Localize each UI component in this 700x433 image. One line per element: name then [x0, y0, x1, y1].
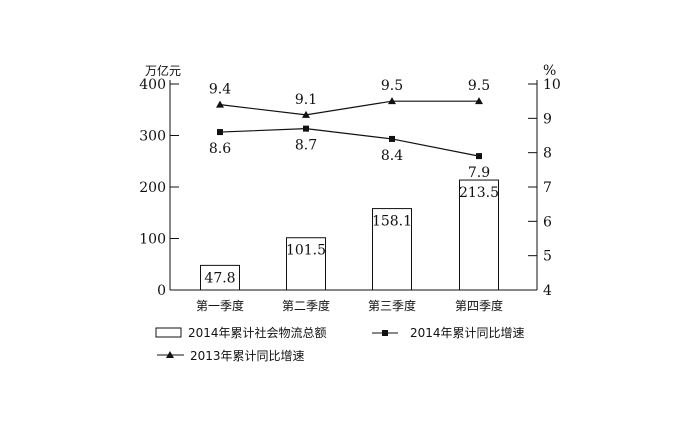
legend-triangle-label: 2013年累计同比增速: [190, 349, 305, 363]
right-tick-label: 9: [543, 111, 552, 127]
right-tick-label: 4: [543, 283, 552, 299]
triangle-marker: [302, 110, 310, 118]
square-value-label: 7.9: [468, 165, 490, 181]
legend-triangle-marker: [166, 351, 174, 358]
left-axis-unit: 万亿元: [145, 63, 181, 78]
legend-square-marker: [382, 330, 388, 336]
bar: [372, 208, 412, 291]
right-tick-label: 8: [543, 146, 552, 162]
square-value-label: 8.4: [381, 148, 403, 164]
legend: 2014年累计社会物流总额 2014年累计同比增速 2013年累计同比增速: [155, 325, 525, 363]
left-tick-label: 0: [157, 283, 166, 299]
left-tick-label: 200: [139, 180, 166, 196]
bar-value-label: 158.1: [372, 214, 412, 230]
triangle-marker: [216, 100, 224, 108]
left-tick-label: 400: [139, 77, 166, 93]
legend-square-label: 2014年累计同比增速: [410, 326, 525, 340]
square-value-label: 8.6: [209, 141, 231, 157]
right-tick-label: 5: [543, 249, 552, 265]
line-2014-growth: [219, 128, 480, 157]
bar: [200, 264, 240, 291]
bar: [286, 237, 326, 291]
category-label: 第三季度: [368, 298, 416, 313]
triangle-value-label: 9.5: [468, 78, 490, 94]
triangle-marker: [388, 97, 396, 105]
triangle-value-label: 9.1: [295, 92, 317, 108]
line-2013-growth: [219, 100, 479, 116]
left-tick-label: 100: [139, 232, 166, 248]
triangle-value-label: 9.5: [381, 78, 403, 94]
square-value-label: 8.7: [295, 138, 317, 154]
square-marker: [217, 129, 223, 136]
category-label: 第一季度: [196, 298, 244, 313]
bar-value-label: 47.8: [204, 270, 235, 286]
square-marker: [476, 153, 482, 160]
right-tick-label: 7: [543, 180, 552, 196]
left-tick-label: 300: [139, 129, 166, 145]
bar: [459, 179, 499, 291]
bar-value-label: 213.5: [459, 185, 499, 201]
legend-bar-swatch: [155, 327, 182, 338]
triangle-marker: [475, 97, 483, 105]
square-marker: [303, 125, 309, 132]
legend-bar-label: 2014年累计社会物流总额: [188, 325, 327, 340]
right-tick-label: 10: [543, 77, 561, 93]
triangle-value-label: 9.4: [209, 82, 231, 98]
category-label: 第四季度: [455, 298, 503, 313]
right-tick-label: 6: [543, 214, 552, 230]
right-axis-unit: %: [543, 63, 556, 79]
bar-value-label: 101.5: [286, 243, 326, 259]
category-label: 第二季度: [282, 298, 330, 313]
square-marker: [389, 135, 395, 142]
